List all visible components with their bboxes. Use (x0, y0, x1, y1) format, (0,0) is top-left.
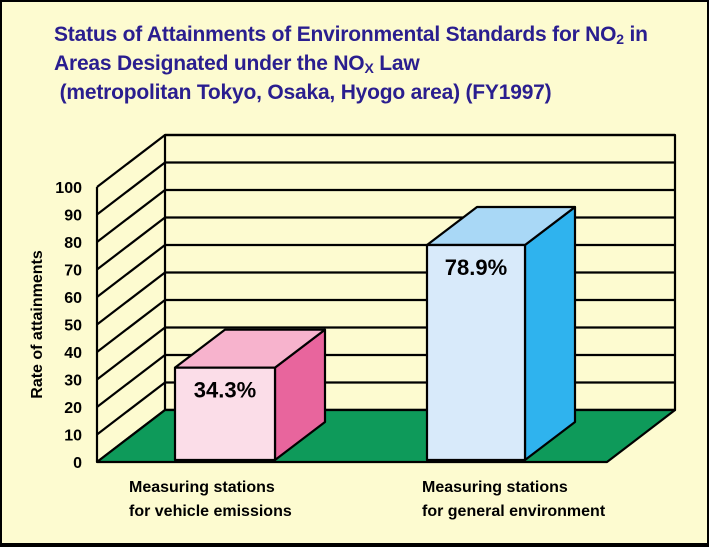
y-tick-label: 70 (64, 263, 82, 280)
gridline-side (96, 134, 166, 188)
y-tick-label: 60 (64, 290, 82, 307)
y-tick-label: 50 (64, 318, 82, 335)
title-line-3: (metropolitan Tokyo, Osaka, Hyogo area) … (54, 81, 552, 104)
bar-front-face (173, 366, 277, 462)
title-line-1-main: Status of Attainments of Environmental S… (54, 23, 617, 46)
title-subscript-2: 2 (616, 31, 624, 47)
y-tick-label: 100 (55, 180, 82, 197)
gridline-side (96, 326, 166, 381)
title-subscript-x: X (364, 60, 374, 76)
gridline-side (96, 271, 166, 326)
y-tick-label: 20 (64, 400, 82, 417)
gridline-side (96, 189, 166, 243)
y-tick-label: 90 (64, 208, 82, 225)
chart-title: Status of Attainments of Environmental S… (54, 20, 704, 107)
gridline-side (96, 299, 166, 353)
bar-front-face (425, 243, 527, 462)
gridline-side (96, 354, 166, 408)
title-line-1: Status of Attainments of Environmental S… (54, 20, 704, 49)
y-tick-label: 80 (64, 235, 82, 252)
bar-1: 34.3% (173, 328, 327, 462)
category-label: for general environment (422, 503, 606, 520)
bar-value-label: 34.3% (194, 378, 256, 403)
y-tick-label: 30 (64, 373, 82, 390)
category-label: Measuring stations (129, 479, 275, 496)
gridline-side (96, 244, 166, 298)
bar-value-label: 78.9% (445, 255, 507, 280)
title-line-1-end: in (623, 23, 648, 46)
y-tick-label: 40 (64, 345, 82, 362)
category-label: Measuring stations (422, 479, 568, 496)
category-label: for vehicle emissions (129, 503, 292, 520)
y-axis-title: Rate of attainments (29, 250, 46, 399)
title-line-2-main: Areas Designated under the NO (54, 52, 365, 75)
title-line-2: Areas Designated under the NOX Law (54, 49, 704, 78)
bar-2: 78.9% (425, 205, 577, 462)
gridline-side (96, 381, 166, 436)
y-tick-label: 0 (73, 455, 82, 472)
title-line-2-end: Law (373, 52, 420, 75)
gridline-side (96, 161, 166, 216)
bar-side-face (523, 205, 577, 462)
gridline-side (96, 216, 166, 271)
y-tick-label: 10 (64, 428, 82, 445)
